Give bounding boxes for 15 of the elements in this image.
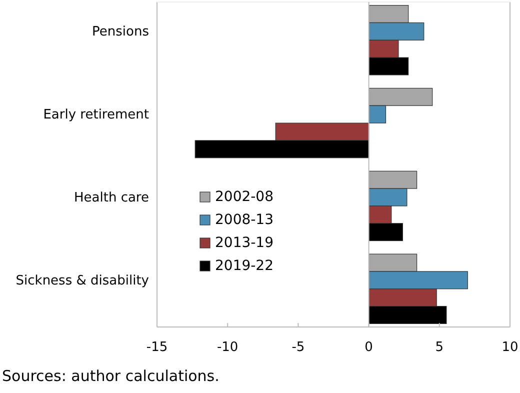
legend-label: 2002-08	[215, 188, 274, 205]
legend-label: 2008-13	[215, 212, 274, 228]
x-tick-label: -5	[292, 340, 305, 355]
y-tick-label: Pensions	[92, 24, 150, 40]
y-tick-label: Early retirement	[43, 108, 149, 123]
source-note: Sources: author calculations.	[2, 367, 220, 385]
legend-label: 2013-19	[215, 234, 274, 251]
x-tick-label: 5	[435, 340, 444, 355]
x-tick-label: 10	[502, 340, 518, 355]
y-tick-label: Sickness & disability	[16, 273, 150, 288]
x-tick-label: 0	[364, 340, 373, 355]
x-tick-label: -15	[146, 340, 168, 355]
x-tick-label: -10	[216, 340, 238, 355]
y-tick-label: Health care	[74, 190, 149, 206]
legend-label: 2019-22	[215, 258, 274, 274]
